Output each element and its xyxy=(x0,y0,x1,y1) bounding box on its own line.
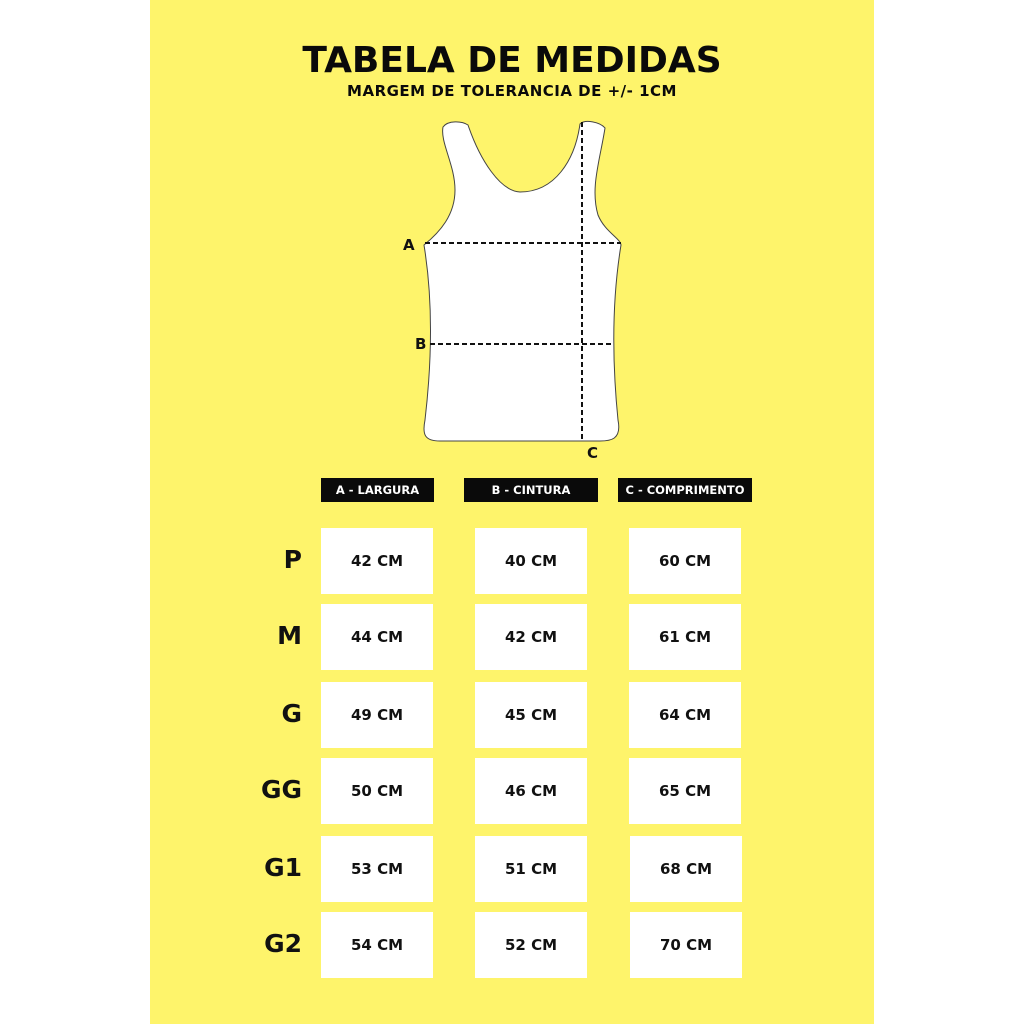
size-label: G2 xyxy=(264,929,302,958)
page-title: TABELA DE MEDIDAS xyxy=(302,40,722,81)
measurement-cell: 45 CM xyxy=(475,682,587,748)
tank-top-outline xyxy=(423,120,622,442)
label-a: A xyxy=(403,236,415,254)
measurement-cell: 42 CM xyxy=(475,604,587,670)
page-subtitle: MARGEM DE TOLERANCIA DE +/- 1CM xyxy=(347,82,677,100)
size-label: GG xyxy=(260,775,302,804)
size-label: G1 xyxy=(264,853,302,882)
size-label: P xyxy=(283,545,302,574)
measurement-cell: 70 CM xyxy=(630,912,742,978)
measurement-cell: 42 CM xyxy=(321,528,433,594)
label-b: B xyxy=(415,335,427,353)
measurement-cell: 68 CM xyxy=(630,836,742,902)
measurement-cell: 51 CM xyxy=(475,836,587,902)
measurement-cell: 64 CM xyxy=(629,682,741,748)
size-label: M xyxy=(277,621,302,650)
measurement-cell: 65 CM xyxy=(629,758,741,824)
size-label: G xyxy=(281,699,302,728)
label-c: C xyxy=(587,444,599,462)
measurement-cell: 61 CM xyxy=(629,604,741,670)
measurement-cell: 46 CM xyxy=(475,758,587,824)
measurement-cell: 60 CM xyxy=(629,528,741,594)
measurement-cell: 40 CM xyxy=(475,528,587,594)
measurement-cell: 49 CM xyxy=(321,682,433,748)
measurement-cell: 53 CM xyxy=(321,836,433,902)
measurement-cell: 50 CM xyxy=(321,758,433,824)
measurement-cell: 52 CM xyxy=(475,912,587,978)
measurement-cell: 54 CM xyxy=(321,912,433,978)
column-header-comprimento: C - COMPRIMENTO xyxy=(618,478,752,502)
column-header-largura: A - LARGURA xyxy=(321,478,434,502)
measurement-cell: 44 CM xyxy=(321,604,433,670)
column-header-cintura: B - CINTURA xyxy=(464,478,598,502)
